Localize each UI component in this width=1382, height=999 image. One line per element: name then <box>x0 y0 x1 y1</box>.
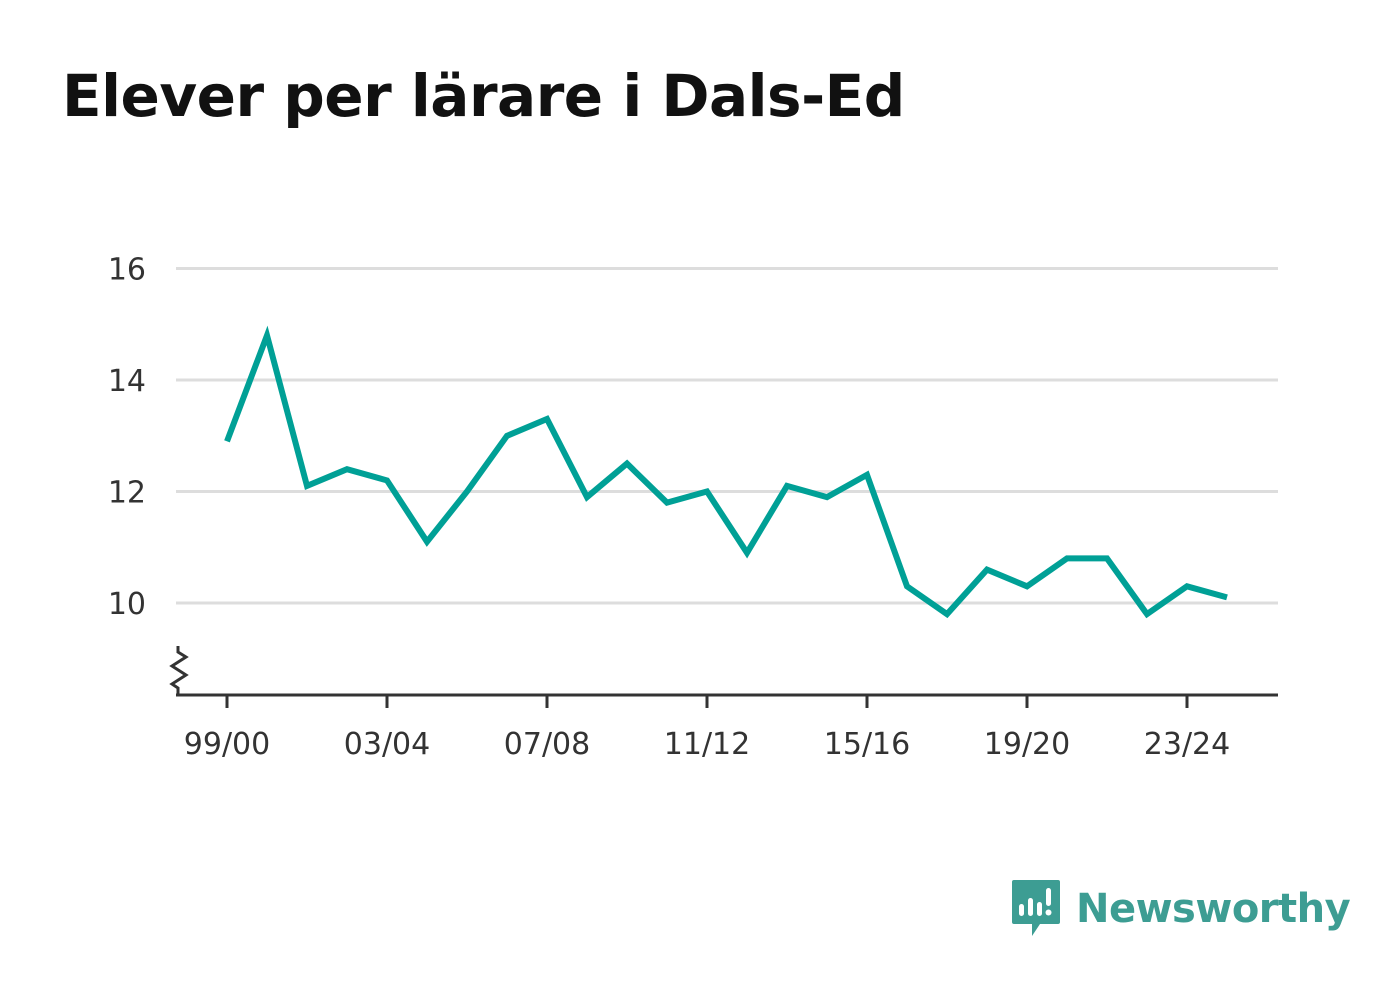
y-tick-label: 14 <box>108 364 146 399</box>
x-axis <box>176 693 1278 708</box>
newsworthy-logo-icon <box>1012 880 1060 936</box>
y-tick-label: 12 <box>108 476 146 511</box>
x-axis-tick-labels: 99/00 03/04 07/08 11/12 15/16 19/20 23/24 <box>184 727 1230 762</box>
x-tick-label: 23/24 <box>1144 727 1230 762</box>
data-series <box>224 325 1228 619</box>
x-tick-label: 15/16 <box>824 727 910 762</box>
x-tick-label: 07/08 <box>504 727 590 762</box>
x-tick-label: 19/20 <box>984 727 1070 762</box>
y-tick-label: 10 <box>108 587 146 622</box>
brand-name: Newsworthy <box>1076 886 1351 932</box>
y-axis-break-icon <box>169 646 189 695</box>
grid-lines <box>176 267 1278 605</box>
x-tick-label: 03/04 <box>344 727 430 762</box>
brand-logo: Newsworthy <box>1010 878 1351 940</box>
y-tick-label: 16 <box>108 253 146 288</box>
series-line <box>224 325 1228 619</box>
chart-title: Elever per lärare i Dals-Ed <box>62 62 905 130</box>
x-tick-label: 11/12 <box>664 727 750 762</box>
x-tick-label: 99/00 <box>184 727 270 762</box>
y-axis-tick-labels: 10 12 14 16 <box>108 253 146 623</box>
